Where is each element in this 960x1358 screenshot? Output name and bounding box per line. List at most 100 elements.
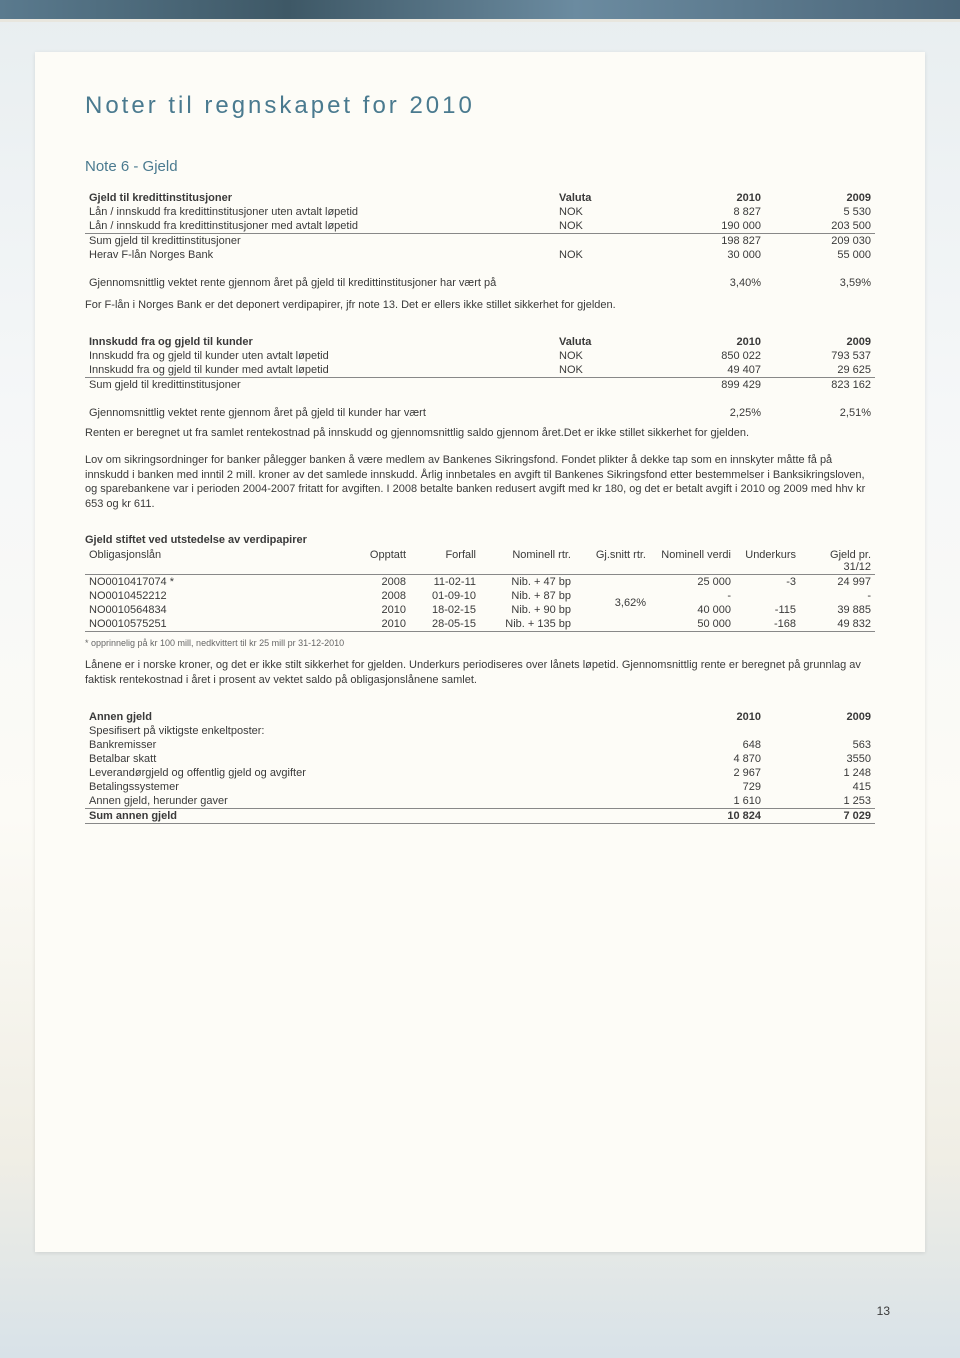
document-page: Noter til regnskapet for 2010 Note 6 - G… [35,52,925,1252]
table-cell: - [800,589,875,603]
table-cell: Nib. + 87 bp [480,589,575,603]
table-cell: Herav F-lån Norges Bank [85,248,555,262]
table-cell: Nib. + 90 bp [480,603,575,617]
t3-h4: Gj.snitt rtr. [575,548,650,575]
table-cell: NO0010417074 * [85,575,350,590]
t1-h0: Gjeld til kredittinstitusjoner [85,191,555,205]
table-cell: 55 000 [765,248,875,262]
t2-h1: Valuta [555,335,655,349]
table-cell: 3550 [765,752,875,766]
t3-title: Gjeld stiftet ved utstedelse av verdipap… [85,534,875,546]
t3-h3: Nominell rtr. [480,548,575,575]
table-cell: 8 827 [655,205,765,219]
t1-h2: 2010 [655,191,765,205]
t4-h0: Annen gjeld [85,710,655,724]
table-cell [555,234,655,249]
table-cell: 39 885 [800,603,875,617]
table-cell: NO0010564834 [85,603,350,617]
table-cell: 823 162 [765,377,875,392]
table-cell: 40 000 [650,603,735,617]
t1-note: For F-lån i Norges Bank er det deponert … [85,298,875,313]
table-cell: 2008 [350,589,410,603]
table-cell: 2,51% [765,406,875,420]
t2-note1: Renten er beregnet ut fra samlet renteko… [85,426,875,441]
page-title: Noter til regnskapet for 2010 [85,92,875,120]
table-cell: NOK [555,349,655,363]
table-cell: 648 [655,738,765,752]
page-number: 13 [877,1304,890,1318]
table-cell: -168 [735,617,800,632]
table-cell: -3 [735,575,800,590]
table-cell: Betalbar skatt [85,752,655,766]
table-cell: 3,62% [575,575,650,632]
table-cell: 11-02-11 [410,575,480,590]
table-2-section: Innskudd fra og gjeld til kunder Valuta … [85,335,875,512]
table-cell: 7 029 [765,808,875,823]
table-cell: Nib. + 135 bp [480,617,575,632]
table-cell: 4 870 [655,752,765,766]
table-cell: Innskudd fra og gjeld til kunder med avt… [85,363,555,378]
t3-h5: Nominell verdi [650,548,735,575]
table-cell: 899 429 [655,377,765,392]
table-cell: 28-05-15 [410,617,480,632]
table-cell: NOK [555,363,655,378]
table-cell: 1 610 [655,794,765,809]
table-cell: 49 407 [655,363,765,378]
table-cell: Gjennomsnittlig vektet rente gjennom åre… [85,406,655,420]
t3-h0: Obligasjonslån [85,548,350,575]
table-1-section: Gjeld til kredittinstitusjoner Valuta 20… [85,191,875,313]
table-cell: 729 [655,780,765,794]
table-cell: NO0010452212 [85,589,350,603]
table-cell: 29 625 [765,363,875,378]
table-cell: NOK [555,219,655,234]
table-cell: 2 967 [655,766,765,780]
top-banner [0,0,960,22]
table-cell: Betalingssystemer [85,780,655,794]
table-innskudd-kunder: Innskudd fra og gjeld til kunder Valuta … [85,335,875,420]
table-cell: 793 537 [765,349,875,363]
table-cell [555,377,655,392]
t4-sub: Spesifisert på viktigste enkeltposter: [85,724,875,738]
table-cell: 415 [765,780,875,794]
table-cell: Lån / innskudd fra kredittinstitusjoner … [85,219,555,234]
t3-h7: Gjeld pr. 31/12 [800,548,875,575]
table-cell: 2010 [350,603,410,617]
table-cell: 3,40% [655,276,765,290]
table-cell: 2008 [350,575,410,590]
t2-h0: Innskudd fra og gjeld til kunder [85,335,555,349]
table-cell: 10 824 [655,808,765,823]
table-cell: Nib. + 47 bp [480,575,575,590]
t2-note2: Lov om sikringsordninger for banker påle… [85,453,875,512]
t3-h2: Forfall [410,548,480,575]
t2-h3: 2009 [765,335,875,349]
table-cell: Annen gjeld, herunder gaver [85,794,655,809]
table-cell: 2010 [350,617,410,632]
table-cell: NOK [555,205,655,219]
table-cell: 18-02-15 [410,603,480,617]
table-cell: 203 500 [765,219,875,234]
table-cell: Lån / innskudd fra kredittinstitusjoner … [85,205,555,219]
table-cell: NO0010575251 [85,617,350,632]
table-cell: 198 827 [655,234,765,249]
t3-h6: Underkurs [735,548,800,575]
table-cell: 1 253 [765,794,875,809]
table-cell: Bankremisser [85,738,655,752]
table-cell: 5 530 [765,205,875,219]
table-cell: Sum annen gjeld [85,808,655,823]
table-cell: NOK [555,248,655,262]
table-4-section: Annen gjeld 2010 2009 Spesifisert på vik… [85,710,875,824]
table-annen-gjeld: Annen gjeld 2010 2009 Spesifisert på vik… [85,710,875,824]
table-cell: Gjennomsnittlig vektet rente gjennom åre… [85,276,655,290]
table-cell: 1 248 [765,766,875,780]
table-cell: 25 000 [650,575,735,590]
table-gjeld-kredittinstitusjoner: Gjeld til kredittinstitusjoner Valuta 20… [85,191,875,290]
note-title: Note 6 - Gjeld [85,158,875,175]
t1-h3: 2009 [765,191,875,205]
table-cell: 24 997 [800,575,875,590]
table-cell: 190 000 [655,219,765,234]
t4-h2: 2009 [765,710,875,724]
table-cell: 49 832 [800,617,875,632]
table-cell: Leverandørgjeld og offentlig gjeld og av… [85,766,655,780]
t1-h1: Valuta [555,191,655,205]
table-cell [735,589,800,603]
